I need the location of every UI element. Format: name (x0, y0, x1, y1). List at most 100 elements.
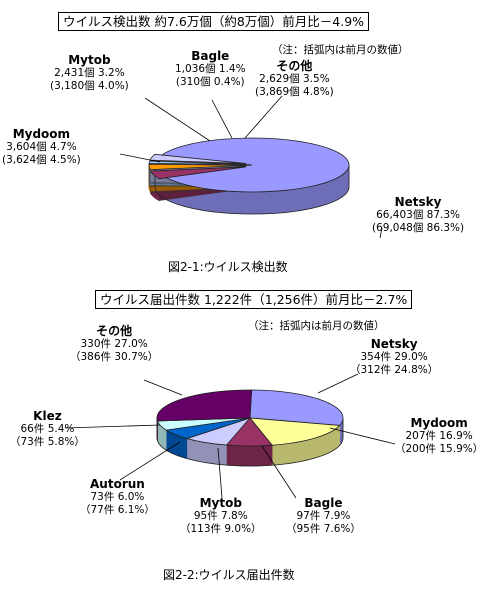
chart1-label-previous-2: (3,180個 4.0%) (50, 80, 129, 92)
chart2-label-5: Klez 66件 5.4% （73件 5.8%） (10, 410, 85, 449)
chart1-caption: 図2-1:ウイルス検出数 (168, 260, 288, 274)
chart1-slice-side-0 (300, 185, 313, 211)
chart2-note: （注：括弧内は前月の数値） (248, 320, 385, 332)
chart1-slice-2 (148, 163, 247, 171)
chart1-label-2: Mytob 2,431個 3.2% (3,180個 4.0%) (50, 54, 129, 93)
chart2-label-previous-3: （113件 9.0%） (180, 523, 262, 535)
chart1-label-name-0: Netsky (394, 195, 442, 209)
chart2-label-current-1: 207件 16.9% (405, 430, 473, 442)
chart1-label-name-4: その他 (276, 59, 313, 73)
chart2-title: ウイルス届出件数 1,222件（1,256件）前月比－2.7% (95, 290, 413, 309)
chart1-pie-outline (154, 165, 350, 215)
chart1-slice-3 (148, 160, 247, 165)
chart2-slice-side-1 (276, 444, 280, 466)
chart2-slice-side-1 (285, 443, 289, 465)
chart2-leader-4 (119, 441, 181, 481)
chart2-label-previous-1: （200件 15.9%） (395, 443, 484, 455)
chart1-slice-1 (149, 166, 247, 180)
chart2-label-name-5: Klez (33, 409, 62, 423)
chart2-label-name-0: Netsky (370, 337, 418, 351)
chart2-slice-side-1 (296, 441, 300, 463)
chart2-slice-side-1 (298, 440, 302, 463)
chart2-slice-1 (249, 417, 341, 446)
chart1-label-current-4: 2,629個 3.5% (259, 73, 330, 85)
chart2-label-name-6: その他 (96, 324, 133, 338)
chart1-title: ウイルス検出数 約7.6万個（約8万個）前月比－4.9% (58, 12, 370, 31)
chart1-label-name-2: Mytob (68, 53, 111, 67)
chart2-label-1: Mydoom 207件 16.9% （200件 15.9%） (395, 417, 483, 456)
chart1-label-3: Bagle 1,036個 1.4% (310個 0.4%) (175, 50, 246, 89)
chart1-note: （注：括弧内は前月の数値） (272, 44, 409, 56)
chart1-leader-0 (379, 227, 383, 239)
chart2-leader-1 (329, 427, 396, 445)
chart2-label-previous-0: （312件 24.8%） (350, 364, 439, 376)
chart2-slice-side-1 (288, 442, 291, 464)
chart2-label-current-6: 330件 27.0% (80, 338, 148, 350)
chart2-label-previous-4: （77件 6.1%） (80, 504, 155, 516)
chart2-label-previous-2: （95件 7.6%） (286, 523, 361, 535)
chart2-slice-side-1 (283, 443, 287, 465)
chart1-slice-side-0 (337, 173, 344, 201)
chart2-slice-side-1 (292, 442, 296, 464)
chart1-slice-side-0 (262, 190, 277, 215)
chart1-slice-side-0 (276, 189, 290, 214)
chart2-leader-0 (317, 373, 359, 394)
chart2-label-current-3: 95件 7.8% (193, 510, 248, 522)
chart1-label-previous-1: (3,624個 4.5%) (2, 154, 81, 166)
chart2-label-4: Autorun 73件 6.0% （77件 6.1%） (80, 478, 155, 517)
chart1-slice-side-0 (321, 180, 331, 207)
chart2-leader-3 (217, 447, 223, 499)
chart1-label-1: Mydoom 3,604個 4.7% (3,624個 4.5%) (2, 128, 81, 167)
chart2-label-previous-6: （386件 30.7%） (70, 351, 159, 363)
chart2-label-3: Mytob 95件 7.8% （113件 9.0%） (180, 497, 262, 536)
chart1-label-previous-3: (310個 0.4%) (175, 76, 245, 88)
chart1-label-name-1: Mydoom (12, 127, 71, 141)
chart1-slice-side-0 (288, 187, 302, 213)
chart1-label-current-1: 3,604個 4.7% (6, 141, 77, 153)
chart1-slice-0 (159, 137, 350, 193)
chart2-slice-side-1 (274, 444, 278, 466)
chart1-slice-side-0 (223, 190, 238, 214)
chart2-slice-side-1 (303, 440, 306, 462)
chart2-slice-0 (249, 389, 344, 426)
pies-layer (148, 137, 350, 467)
chart2-slice-side-1 (294, 441, 298, 463)
chart2-slice-side-1 (301, 440, 304, 462)
chart1-slice-side-0 (249, 191, 264, 215)
chart2-label-previous-5: （73件 5.8%） (10, 436, 85, 448)
chart2-label-name-3: Mytob (199, 496, 242, 510)
chart1-leader-3 (211, 99, 233, 139)
chart1-label-previous-4: (3,869個 4.8%) (255, 86, 334, 98)
chart1-label-0: Netsky 66,403個 87.3% (69,048個 86.3%) (372, 196, 464, 235)
chart2-caption: 図2-2:ウイルス届出件数 (163, 568, 295, 582)
chart2-pie-outline (156, 418, 344, 467)
chart1-slice-side-0 (311, 183, 322, 209)
chart2-label-name-4: Autorun (90, 477, 145, 491)
chart2-slice-6 (156, 389, 253, 422)
chart1-slice-side-0 (342, 170, 347, 198)
chart1-leader-4 (244, 95, 283, 139)
chart2-label-current-2: 97件 7.9% (296, 510, 351, 522)
chart2-slice-side-1 (290, 442, 294, 464)
chart2-label-6: その他 330件 27.0% （386件 30.7%） (70, 325, 158, 364)
chart1-slice-side-0 (236, 191, 251, 215)
chart1-label-current-3: 1,036個 1.4% (175, 63, 246, 75)
chart2-label-name-1: Mydoom (410, 416, 468, 430)
chart2-label-name-2: Bagle (304, 496, 343, 510)
leader-lines (64, 95, 396, 499)
chart1-slice-side-0 (329, 177, 338, 204)
chart2-label-2: Bagle 97件 7.9% （95件 7.6%） (286, 497, 361, 536)
chart2-leader-5 (64, 424, 161, 429)
chart1-leader-2 (144, 97, 211, 142)
chart2-label-0: Netsky 354件 29.0% （312件 24.8%） (350, 338, 438, 377)
chart2-leader-2 (261, 445, 297, 499)
chart1-leader-1 (119, 153, 161, 163)
chart1-label-name-3: Bagle (191, 49, 230, 63)
chart1-label-previous-0: (69,048個 86.3%) (372, 222, 465, 234)
chart1-label-4: その他 2,629個 3.5% (3,869個 4.8%) (255, 60, 334, 99)
chart2-label-current-5: 66件 5.4% (20, 423, 75, 435)
chart1-label-current-2: 2,431個 3.2% (54, 67, 125, 79)
chart2-label-current-4: 73件 6.0% (90, 491, 145, 503)
chart2-slice-side-1 (281, 443, 285, 465)
